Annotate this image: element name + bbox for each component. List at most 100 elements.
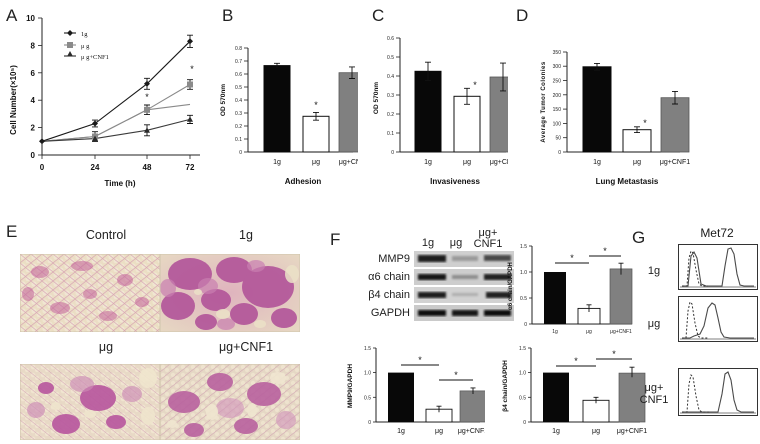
- panel-f-mmp9-bar-1g: [388, 372, 414, 422]
- panel-f-b4-star-1: *: [574, 356, 578, 366]
- panel-letter-b: B: [222, 6, 234, 25]
- panel-d-cat-ugcnf1: μg+CNF1: [660, 159, 690, 166]
- panel-b-ytick-3: 0.3: [235, 111, 242, 117]
- panel-g-sample-curve-1g: [682, 247, 754, 287]
- panel-e-image-ugcnf1: [160, 364, 300, 440]
- panel-c-cat-ug: μg: [463, 159, 471, 166]
- panel-f-b4-cat-ug: μg: [592, 428, 600, 435]
- panel-c-ytick-5: 0.5: [387, 55, 394, 61]
- panel-f-bands-gapdh: [418, 310, 511, 316]
- panel-f-a6-significance-brackets: [555, 255, 621, 264]
- panel-g-control-curve-1g: [682, 250, 708, 287]
- panel-c-ytick-0: 0: [391, 150, 394, 156]
- panel-f-a6-ytick-2: 1.0: [520, 270, 527, 276]
- panel-e-caption-ug: μg: [98, 340, 114, 354]
- panel-b-ytick-4: 0.4: [235, 98, 242, 104]
- panel-letter-e: E: [6, 222, 18, 241]
- panel-d-ytick-1: 50: [555, 136, 561, 142]
- panel-f-a6-cat-ugcnf1: μg+CNF1: [610, 329, 632, 335]
- panel-f-a6-bar-ugcnf1: [609, 268, 633, 325]
- panel-a-y-ticks: 0 2 4 6 8 10: [26, 14, 42, 160]
- panel-c-error-bars: [425, 61, 506, 105]
- panel-e-caption-control: Control: [85, 228, 127, 242]
- panel-letter-c: C: [372, 6, 385, 25]
- panel-g-sample-curve-ug: [682, 302, 754, 339]
- panel-b-error-bars: [274, 62, 355, 121]
- panel-g-row-label-ug: μg: [647, 318, 661, 330]
- panel-f-a6-star-1: *: [570, 253, 574, 263]
- panel-f-b4-error-bars: [593, 366, 635, 404]
- panel-c-ytick-1: 0.1: [387, 131, 394, 137]
- panel-b-y-ticks: 0 0.1 0.2 0.3 0.4 0.5 0.6 0.7 0.8: [235, 46, 248, 156]
- panel-letter-g: G: [632, 228, 646, 247]
- panel-d-x-axis-label: Lung Metastasis: [596, 177, 659, 186]
- panel-letter-a: A: [6, 6, 18, 25]
- panel-f-mmp9-bar-ugcnf1: [459, 390, 485, 423]
- panel-e-image-1g: [160, 254, 300, 332]
- panel-g-row-label-ugcnf1-top: μg+: [644, 382, 664, 394]
- panel-g-title: Met72: [700, 226, 734, 240]
- panel-a-line-chart: 0 2 4 6 8 10 0 24 48 72 Cell Number(×10⁵…: [9, 14, 200, 188]
- panel-c-ytick-2: 0.2: [387, 112, 394, 118]
- panel-a-xtick-0: 0: [40, 163, 45, 172]
- panel-a-series-1g-line: [41, 40, 191, 142]
- panel-f-row-gapdh: GAPDH: [371, 307, 410, 319]
- panel-f-a6-y-axis-label: α6 chain/GAPDH: [508, 262, 514, 310]
- panel-b-y-axis-label: OD 570nm: [220, 84, 227, 116]
- panel-d-ytick-2: 100: [553, 121, 562, 127]
- panel-c-ytick-3: 0.3: [387, 93, 394, 99]
- panel-b-ytick-5: 0.5: [235, 85, 242, 91]
- panel-f-mmp9-cat-1g: 1g: [397, 428, 405, 435]
- panel-f-mmp9-significance-brackets: [401, 364, 473, 381]
- panel-b-star: *: [314, 100, 318, 110]
- panel-c-cat-1g: 1g: [424, 159, 432, 166]
- panel-f-b4-significance-brackets: [556, 358, 632, 367]
- panel-e-caption-ugcnf1: μg+CNF1: [218, 340, 274, 354]
- panel-f-b4-star-2: *: [612, 349, 616, 359]
- panel-f-lane-ugcnf1-bottom: CNF1: [474, 238, 503, 250]
- panel-a-error-bars-ug: [92, 79, 193, 142]
- panel-b-ytick-8: 0.8: [235, 46, 242, 52]
- panel-letter-d: D: [516, 6, 529, 25]
- panel-letter-f: F: [330, 230, 341, 249]
- panel-f-b4-bar-1g: [543, 372, 569, 422]
- panel-e-image-control: [20, 254, 160, 332]
- panel-f-mmp9-ytick-3: 1.5: [364, 346, 371, 352]
- panel-f-b4-ytick-3: 1.5: [519, 346, 526, 352]
- panel-b-bar-chart: 0 0.1 0.2 0.3 0.4 0.5 0.6 0.7 0.8 * OD 5…: [220, 46, 358, 186]
- panel-d-star: *: [643, 118, 647, 128]
- panel-d-cat-1g: 1g: [593, 159, 601, 166]
- panel-c-ytick-6: 0.6: [387, 36, 394, 42]
- panel-a-ytick-8: 8: [31, 41, 36, 50]
- panel-a-ytick-2: 2: [31, 124, 36, 133]
- panel-d-ytick-4: 200: [553, 93, 562, 99]
- panel-f-chart-a6: 0 0.5 1.0 1.5 * * α6 chain/GAPDH 1g μg μ…: [508, 244, 633, 335]
- panel-g-row-label-1g: 1g: [647, 265, 661, 277]
- panel-c-y-ticks: 0 0.1 0.2 0.3 0.4 0.5 0.6: [387, 36, 400, 156]
- panel-f-b4-y-axis-label: β4 chain/GAPDH: [502, 360, 509, 412]
- panel-a-ytick-6: 6: [31, 69, 36, 78]
- panel-a-legend-label-ug: μ g: [81, 43, 90, 50]
- panel-g-histogram-ugcnf1: [678, 368, 758, 416]
- panel-b-bar-ugcnf1: [338, 72, 358, 153]
- panel-d-ytick-6: 300: [553, 64, 562, 70]
- panel-a-series-ugcnf1-line: [41, 118, 191, 142]
- panel-f-mmp9-ytick-0: 0: [368, 420, 371, 426]
- panel-f-mmp9-error-bars: [436, 387, 476, 413]
- panel-f-a6-ytick-1: 0.5: [520, 296, 527, 302]
- panel-e-caption-1g: 1g: [239, 228, 253, 242]
- panel-f-row-a6: α6 chain: [368, 271, 410, 283]
- panel-f-bands-b4: [418, 292, 511, 298]
- panel-f-western-blot: 1g μg μg+ CNF1 MMP9 α6 chain β4 chain GA…: [368, 227, 514, 321]
- panel-a-error-bars-1g: [92, 34, 193, 128]
- panel-f-mmp9-y-axis-label: MMP9/GAPDH: [347, 364, 354, 408]
- panel-c-cat-ugcnf1: μg+CNF1: [490, 159, 508, 166]
- panel-b-cat-ug: μg: [312, 159, 320, 166]
- panel-f-mmp9-y-ticks: 0 0.5 1.0 1.5: [364, 346, 376, 426]
- panel-f-row-mmp9: MMP9: [378, 253, 410, 265]
- panel-d-cat-ug: μg: [633, 159, 641, 166]
- panel-f-bands-a6: [418, 274, 511, 280]
- panel-a-xtick-24: 24: [91, 163, 100, 172]
- panel-f-mmp9-ytick-2: 1.0: [364, 371, 371, 377]
